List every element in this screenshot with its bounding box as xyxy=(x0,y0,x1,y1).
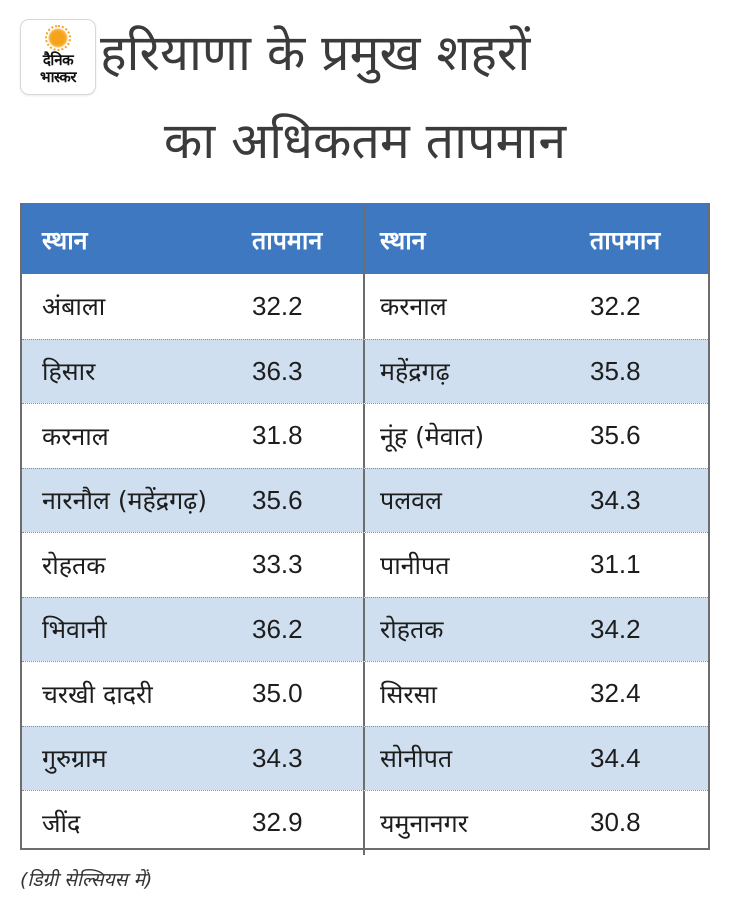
row-group-right: सिरसा 32.4 xyxy=(365,662,708,726)
city-name: नारनौल (महेंद्रगढ़) xyxy=(42,486,207,516)
row-group-left: गुरुग्राम 34.3 xyxy=(22,726,365,790)
logo-text-line1: दैनिक xyxy=(42,51,74,69)
row-group-left: हिसार 36.3 xyxy=(22,339,365,403)
header-group-left: स्थान तापमान xyxy=(22,205,365,274)
city-name: यमुनानगर xyxy=(380,808,468,838)
column-header-location: स्थान xyxy=(380,225,426,255)
row-group-right: सोनीपत 34.4 xyxy=(365,727,708,791)
row-group-left: जींद 32.9 xyxy=(22,791,365,855)
max-temperature-value: 32.4 xyxy=(590,678,641,709)
city-name: पानीपत xyxy=(380,550,450,580)
row-group-left: करनाल 31.8 xyxy=(22,404,365,468)
city-name: गुरुग्राम xyxy=(42,744,107,774)
row-group-right: पलवल 34.3 xyxy=(365,469,708,533)
max-temperature-value: 36.3 xyxy=(252,355,303,386)
column-header-location: स्थान xyxy=(42,225,88,255)
table-header: स्थान तापमान स्थान तापमान xyxy=(22,203,708,274)
city-name: सिरसा xyxy=(380,679,437,709)
table-row: जींद 32.9 यमुनानगर 30.8 xyxy=(22,790,708,855)
max-temperature-value: 35.6 xyxy=(590,420,641,451)
city-name: महेंद्रगढ़ xyxy=(380,357,450,387)
city-name: अंबाला xyxy=(42,292,106,322)
city-name: पलवल xyxy=(380,486,443,516)
row-group-right: यमुनानगर 30.8 xyxy=(365,791,708,855)
header-group-right: स्थान तापमान xyxy=(365,205,708,274)
sun-icon xyxy=(45,25,71,51)
dainik-bhaskar-logo: दैनिक भास्कर xyxy=(20,19,96,95)
table-row: रोहतक 33.3 पानीपत 31.1 xyxy=(22,532,708,597)
row-group-left: रोहतक 33.3 xyxy=(22,533,365,597)
max-temperature-value: 32.9 xyxy=(252,807,303,838)
column-header-temperature: तापमान xyxy=(252,225,323,255)
city-name: हिसार xyxy=(42,357,96,387)
max-temperature-value: 31.8 xyxy=(252,420,303,451)
max-temperature-value: 32.2 xyxy=(252,290,303,321)
row-group-left: नारनौल (महेंद्रगढ़) 35.6 xyxy=(22,468,365,532)
row-group-left: भिवानी 36.2 xyxy=(22,597,365,661)
row-group-right: रोहतक 34.2 xyxy=(365,598,708,662)
unit-footnote: (डिग्री सेल्सियस में) xyxy=(20,869,153,891)
city-name: करनाल xyxy=(380,292,447,322)
max-temperature-value: 35.0 xyxy=(252,678,303,709)
city-name: रोहतक xyxy=(42,550,106,580)
row-group-right: पानीपत 31.1 xyxy=(365,533,708,597)
max-temperature-value: 35.6 xyxy=(252,484,303,515)
table-row: गुरुग्राम 34.3 सोनीपत 34.4 xyxy=(22,725,708,791)
city-name: सोनीपत xyxy=(380,744,453,774)
row-group-left: अंबाला 32.2 xyxy=(22,274,365,339)
table-row: चरखी दादरी 35.0 सिरसा 32.4 xyxy=(22,661,708,726)
city-name: रोहतक xyxy=(380,615,444,645)
table-row: हिसार 36.3 महेंद्रगढ़ 35.8 xyxy=(22,338,708,404)
column-header-temperature: तापमान xyxy=(590,225,661,255)
city-name: नूंह (मेवात) xyxy=(380,421,485,451)
table-body: अंबाला 32.2 करनाल 32.2 हिसार 36.3 महेंद्रगढ़ 35… xyxy=(22,274,708,855)
row-group-right: नूंह (मेवात) 35.6 xyxy=(365,404,708,468)
table-row: भिवानी 36.2 रोहतक 34.2 xyxy=(22,596,708,662)
max-temperature-value: 30.8 xyxy=(590,807,641,838)
city-name: भिवानी xyxy=(42,615,107,645)
city-name: जींद xyxy=(42,808,81,838)
city-name: करनाल xyxy=(42,421,109,451)
row-group-right: करनाल 32.2 xyxy=(365,274,708,339)
max-temperature-value: 34.4 xyxy=(590,742,641,773)
max-temperature-value: 34.2 xyxy=(590,613,641,644)
max-temperature-value: 33.3 xyxy=(252,549,303,580)
row-group-left: चरखी दादरी 35.0 xyxy=(22,662,365,726)
logo-text-line2: भास्कर xyxy=(40,68,76,86)
page-title-line2: का अधिकतम तापमान xyxy=(163,112,567,170)
table-row: नारनौल (महेंद्रगढ़) 35.6 पलवल 34.3 xyxy=(22,467,708,533)
temperature-table: स्थान तापमान स्थान तापमान अंबाला 32.2 करना… xyxy=(20,203,710,855)
max-temperature-value: 35.8 xyxy=(590,355,641,386)
city-name: चरखी दादरी xyxy=(42,679,153,709)
max-temperature-value: 36.2 xyxy=(252,613,303,644)
page-title-line1: हरियाणा के प्रमुख शहरों xyxy=(100,24,531,82)
max-temperature-value: 34.3 xyxy=(590,484,641,515)
table-row: करनाल 31.8 नूंह (मेवात) 35.6 xyxy=(22,403,708,468)
table-row: अंबाला 32.2 करनाल 32.2 xyxy=(22,274,708,339)
max-temperature-value: 32.2 xyxy=(590,290,641,321)
max-temperature-value: 31.1 xyxy=(590,549,641,580)
max-temperature-value: 34.3 xyxy=(252,742,303,773)
row-group-right: महेंद्रगढ़ 35.8 xyxy=(365,340,708,404)
